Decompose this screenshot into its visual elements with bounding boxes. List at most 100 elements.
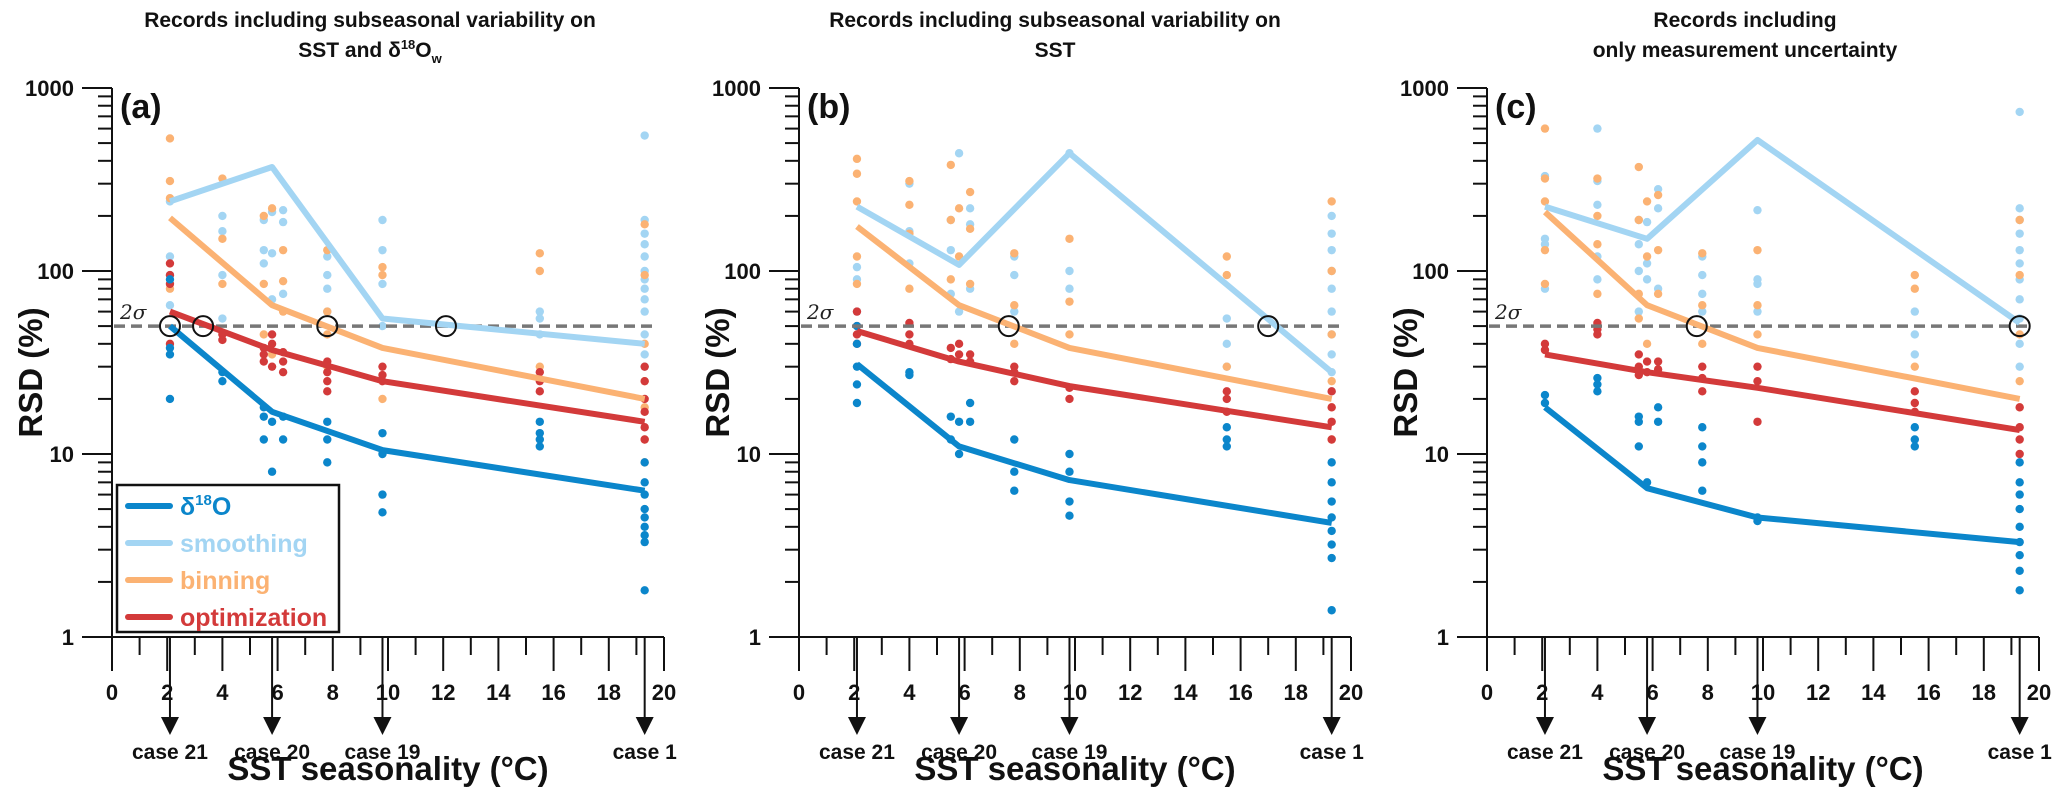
scatter-point-d18O <box>2015 586 2024 595</box>
scatter-point-smoothing <box>1327 211 1336 221</box>
scatter-point-smoothing <box>1698 270 1707 280</box>
scatter-point-optimization <box>1327 417 1336 426</box>
scatter-point-optimization <box>323 376 332 386</box>
arrow-down-icon <box>160 717 179 735</box>
scatter-point-optimization <box>640 362 649 371</box>
scatter-point-binning <box>378 394 387 404</box>
scatter-point-binning <box>1222 362 1232 371</box>
scatter-point-smoothing <box>1327 307 1336 316</box>
scatter-point-d18O <box>640 537 649 547</box>
legend-item-optimization: optimization <box>125 604 327 632</box>
scatter-point-d18O <box>1327 553 1336 563</box>
scatter-point-smoothing <box>2015 295 2024 304</box>
scatter-point-smoothing <box>378 321 387 331</box>
scatter-point-optimization <box>954 339 964 349</box>
scatter-point-smoothing <box>1593 200 1602 210</box>
scatter-point-smoothing <box>278 289 288 299</box>
arrow-down-icon <box>2010 717 2029 735</box>
scatter-points <box>852 149 1336 615</box>
threshold-crossing-marker <box>158 315 181 338</box>
scatter-point-binning <box>1222 270 1232 280</box>
panel-label: (c) <box>1495 88 1537 126</box>
scatter-point-binning <box>259 330 268 339</box>
scatter-point-binning <box>1634 314 1644 323</box>
scatter-point-smoothing <box>1593 124 1602 133</box>
scatter-point-binning <box>1698 249 1707 258</box>
scatter-point-d18O <box>535 442 544 451</box>
scatter-point-d18O <box>2015 566 2024 576</box>
scatter-point-optimization <box>535 387 544 396</box>
scatter-point-smoothing <box>218 270 227 280</box>
scatter-point-smoothing <box>1593 275 1602 284</box>
scatter-point-d18O <box>218 376 227 386</box>
scatter-point-smoothing <box>1753 279 1762 289</box>
x-tick-label: 10 <box>376 680 400 705</box>
scatter-point-smoothing <box>218 211 227 221</box>
scatter-point-binning <box>905 284 914 293</box>
scatter-point-binning <box>218 234 227 243</box>
x-tick-label: 12 <box>1118 680 1142 705</box>
x-tick-label: 18 <box>1972 680 1996 705</box>
scatter-point-smoothing <box>1327 350 1336 359</box>
arrow-down-icon <box>1638 717 1657 735</box>
scatter-point-optimization <box>165 259 175 268</box>
case-label: case 19 <box>1032 741 1108 764</box>
scatter-point-smoothing <box>1653 204 1663 213</box>
x-tick-label: 6 <box>271 680 283 705</box>
scatter-point-smoothing <box>2015 245 2024 255</box>
scatter-point-binning <box>1327 197 1336 206</box>
scatter-point-optimization <box>1065 394 1074 404</box>
scatter-point-smoothing <box>1540 240 1550 249</box>
scatter-point-binning <box>1540 124 1550 133</box>
scatter-point-optimization <box>259 357 268 366</box>
x-tick-label: 20 <box>1339 680 1363 705</box>
legend-item-smoothing: smoothing <box>125 530 308 558</box>
scatter-point-optimization <box>267 362 277 371</box>
threshold-label: 2σ <box>806 300 835 324</box>
scatter-point-binning <box>1634 162 1644 172</box>
x-tick-label: 18 <box>597 680 621 705</box>
x-tick-label: 4 <box>903 680 916 705</box>
scatter-point-d18O <box>1327 497 1336 506</box>
x-tick-label: 16 <box>1228 680 1252 705</box>
scatter-point-smoothing <box>640 307 649 316</box>
scatter-point-d18O <box>267 417 277 426</box>
x-tick-label: 18 <box>1284 680 1308 705</box>
scatter-point-smoothing <box>2015 362 2024 371</box>
case-marker: case 1 <box>613 637 677 764</box>
x-tick-label: 4 <box>216 680 229 705</box>
scatter-point-smoothing <box>1327 229 1336 238</box>
case-label: case 1 <box>1300 741 1365 764</box>
scatter-point-smoothing <box>218 314 227 323</box>
scatter-point-optimization <box>278 357 288 366</box>
arrow-down-icon <box>950 717 969 735</box>
scatter-point-smoothing <box>1910 330 1920 339</box>
scatter-point-binning <box>1698 301 1707 310</box>
scatter-point-smoothing <box>165 252 175 261</box>
scatter-point-binning <box>1698 339 1707 349</box>
panel-title-line: Records including subseasonal variabilit… <box>144 9 596 32</box>
scatter-point-optimization <box>1327 435 1336 444</box>
scatter-point-d18O <box>259 412 268 421</box>
x-tick-label: 4 <box>1591 680 1604 705</box>
threshold-crossing-marker <box>316 315 339 338</box>
scatter-point-optimization <box>640 435 649 444</box>
scatter-point-d18O <box>1634 442 1644 451</box>
scatter-point-smoothing <box>278 205 288 215</box>
x-tick-label: 10 <box>1063 680 1087 705</box>
x-axis-title: SST seasonality (°C) <box>227 750 548 787</box>
scatter-point-binning <box>1065 297 1074 306</box>
scatter-point-binning <box>2015 330 2024 339</box>
scatter-point-optimization <box>1540 339 1550 349</box>
scatter-point-smoothing <box>640 284 649 293</box>
scatter-point-d18O <box>2015 478 2024 487</box>
legend-label: optimization <box>180 604 327 632</box>
scatter-point-binning <box>278 276 288 286</box>
scatter-point-smoothing <box>259 245 268 255</box>
scatter-point-d18O <box>2015 522 2024 532</box>
scatter-point-binning <box>1065 234 1074 243</box>
y-tick-label: 1 <box>749 625 761 650</box>
case-label: case 20 <box>921 741 997 764</box>
scatter-point-smoothing <box>1753 307 1762 316</box>
x-tick-label: 0 <box>106 680 118 705</box>
